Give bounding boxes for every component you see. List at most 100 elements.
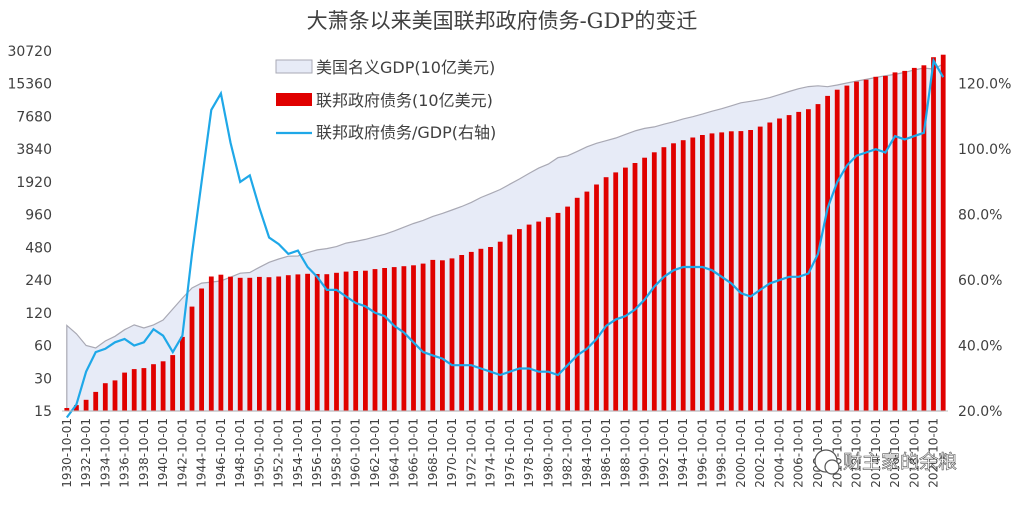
debt-bar — [305, 273, 310, 411]
debt-bar — [218, 274, 224, 411]
x-axis-ticks: 1930-10-01 1932-10-01 1934-10-01 1936-10-01… — [60, 418, 941, 488]
debt-bar — [825, 95, 830, 412]
debt-bar — [401, 266, 407, 411]
x-tick-label: 1946-10-01 — [214, 418, 228, 488]
debt-bar — [83, 399, 89, 411]
x-tick-label: 1988-10-01 — [618, 418, 632, 488]
debt-bar — [93, 391, 99, 411]
debt-bar — [873, 76, 879, 412]
debt-bar — [247, 277, 253, 411]
debt-bar — [748, 130, 753, 411]
debt-bar — [623, 167, 628, 411]
x-tick-label: 1982-10-01 — [561, 418, 575, 488]
x-tick-label: 1966-10-01 — [407, 418, 421, 488]
debt-bar — [285, 275, 291, 411]
debt-bar — [382, 268, 387, 411]
debt-bar — [363, 270, 368, 411]
x-tick-label: 1952-10-01 — [272, 418, 286, 488]
chart-title: 大萧条以来美国联邦政府债务-GDP的变迁 — [307, 9, 698, 33]
y2-tick-label: 80.0% — [958, 208, 1002, 224]
x-tick-label: 2000-10-01 — [734, 418, 748, 488]
debt-bar — [796, 111, 802, 412]
x-tick-label: 1992-10-01 — [657, 418, 671, 488]
debt-bar — [738, 131, 744, 411]
debt-bar — [921, 65, 927, 412]
x-tick-label: 1998-10-01 — [715, 418, 729, 488]
y2-tick-label: 60.0% — [958, 273, 1002, 289]
x-tick-label: 1944-10-01 — [195, 418, 209, 488]
y-tick-label: 15 — [34, 404, 52, 420]
debt-bar — [257, 276, 262, 411]
y-tick-label: 60 — [34, 339, 52, 355]
debt-bar — [700, 135, 705, 411]
debt-bar — [276, 276, 282, 411]
debt-bar — [709, 133, 715, 411]
debt-bar — [295, 274, 301, 411]
debt-bar — [353, 271, 359, 411]
x-tick-label: 1976-10-01 — [503, 418, 517, 488]
debt-bar — [517, 229, 522, 411]
y2-tick-label: 40.0% — [958, 339, 1002, 355]
debt-bar — [420, 263, 426, 411]
debt-bar — [180, 336, 185, 411]
x-tick-label: 1996-10-01 — [695, 418, 709, 488]
watermark-text: 财主家的余粮 — [843, 451, 957, 473]
x-tick-label: 1962-10-01 — [368, 418, 382, 488]
x-tick-label: 2006-10-01 — [792, 418, 806, 488]
debt-bar — [151, 364, 156, 411]
debt-bar — [141, 368, 147, 411]
debt-bar — [536, 221, 542, 411]
debt-bar — [651, 152, 657, 412]
debt-bar — [488, 247, 493, 411]
x-tick-label: 2018-10-01 — [907, 418, 921, 488]
x-tick-label: 1974-10-01 — [484, 418, 498, 488]
debt-bar — [208, 276, 214, 411]
debt-bar — [613, 172, 619, 411]
debt-bar — [459, 255, 465, 411]
debt-bar — [661, 147, 667, 411]
x-tick-label: 1942-10-01 — [175, 418, 189, 488]
debt-bar — [777, 118, 782, 411]
debt-bar — [834, 89, 840, 411]
debt-bar — [574, 197, 580, 411]
y-tick-label: 240 — [25, 273, 52, 289]
debt-bar — [468, 251, 474, 411]
debt-bar — [728, 131, 734, 412]
x-tick-label: 1948-10-01 — [233, 418, 247, 488]
debt-bar — [160, 361, 166, 411]
x-tick-label: 2014-10-01 — [869, 418, 883, 488]
debt-bar — [507, 234, 513, 411]
debt-bar — [632, 163, 638, 411]
debt-bar — [584, 191, 590, 411]
debt-bar — [324, 274, 330, 411]
y-tick-label: 7680 — [16, 109, 52, 125]
x-tick-label: 1936-10-01 — [118, 418, 132, 488]
debt-bar — [102, 383, 108, 411]
x-tick-label: 1932-10-01 — [79, 418, 93, 488]
debt-bar — [844, 85, 850, 411]
debt-bar — [526, 224, 532, 411]
debt-bar — [902, 70, 908, 412]
debt-bar — [189, 306, 195, 411]
watermark: 财主家的余粮 — [814, 449, 957, 475]
y-tick-label: 960 — [25, 208, 52, 224]
x-tick-label: 1978-10-01 — [522, 418, 536, 488]
x-tick-label: 1956-10-01 — [310, 418, 324, 488]
x-tick-label: 1980-10-01 — [541, 418, 555, 488]
x-tick-label: 2020-10-01 — [927, 418, 941, 488]
legend-label-ratio: 联邦政府债务/GDP(右轴) — [316, 123, 496, 142]
debt-gdp-ratio-line — [65, 57, 945, 419]
debt-bar — [334, 272, 339, 411]
x-tick-label: 1994-10-01 — [676, 418, 690, 488]
gdp-area — [66, 63, 944, 412]
x-tick-label: 2012-10-01 — [850, 418, 864, 488]
wechat-icon-bubble — [824, 459, 840, 475]
debt-bar — [603, 177, 609, 411]
x-tick-label: 2004-10-01 — [773, 418, 787, 488]
y2-tick-label: 100.0% — [958, 142, 1011, 158]
legend: 美国名义GDP(10亿美元) 联邦政府债务(10亿美元) 联邦政府债务/GDP(… — [275, 58, 496, 142]
debt-bar — [391, 267, 397, 411]
debt-bar — [863, 79, 869, 411]
debt-bar — [74, 405, 79, 411]
debt-bar — [719, 132, 725, 411]
